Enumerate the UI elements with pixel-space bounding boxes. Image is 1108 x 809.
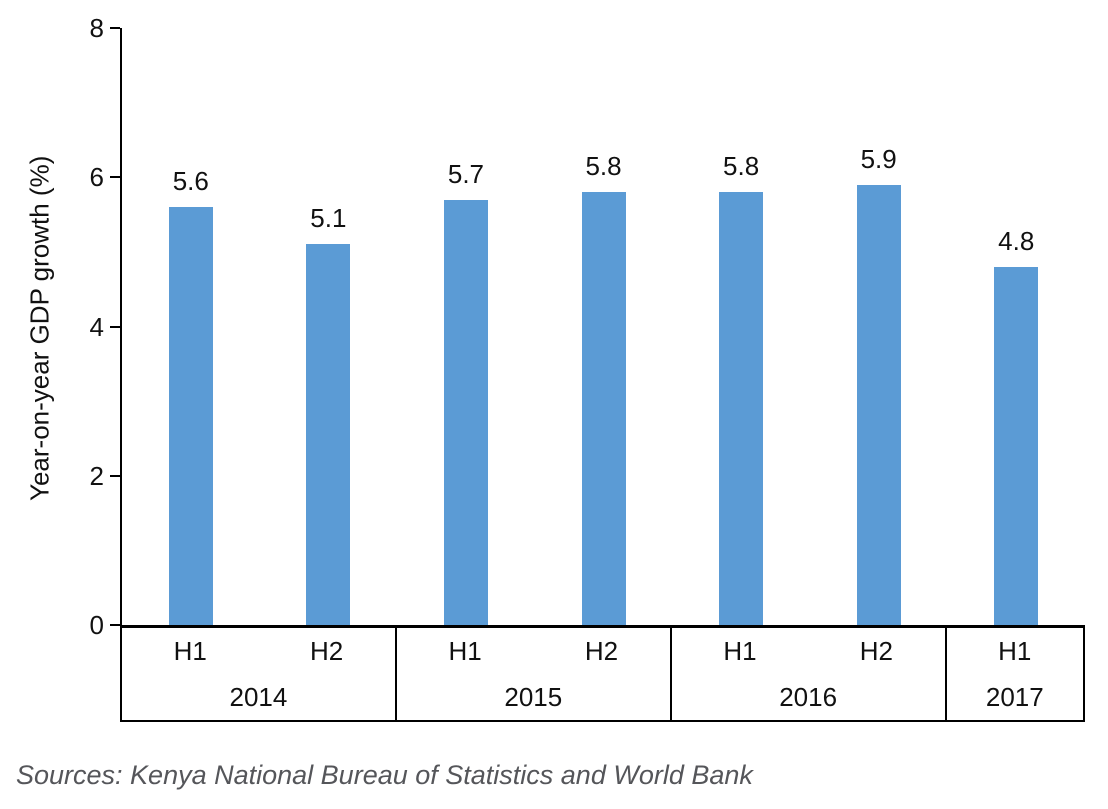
half-year-label: H2 — [584, 635, 619, 666]
bar — [994, 267, 1039, 625]
bar-value-label: 5.8 — [585, 151, 622, 181]
bar-slot: 5.9 — [810, 28, 948, 625]
bar-value-label: 5.9 — [860, 144, 897, 174]
bar — [719, 192, 764, 625]
y-tick-label: 6 — [89, 162, 104, 193]
bar-slot: 5.8 — [672, 28, 810, 625]
y-tick-label: 2 — [89, 460, 104, 491]
bar-value-label: 4.8 — [998, 226, 1035, 256]
half-year-label: H1 — [723, 635, 757, 666]
bar-slot: 5.6 — [122, 28, 260, 625]
year-group: H1 H2 2014 — [122, 628, 397, 720]
half-year-label: H2 — [310, 635, 344, 666]
half-year-label: H1 — [998, 635, 1032, 666]
half-year-label: H2 — [859, 635, 893, 666]
year-label: 2016 — [779, 681, 838, 712]
bar — [443, 200, 488, 625]
y-tick-mark — [110, 176, 120, 179]
y-tick-mark — [110, 624, 120, 626]
year-group: H1 H2 2015 — [397, 628, 672, 720]
x-axis-label-band: H1 H2 2014 H1 H2 2015 H1 H2 2016 H1 2017 — [120, 628, 1085, 722]
y-tick-label: 0 — [89, 610, 104, 640]
year-label: 2015 — [504, 681, 563, 712]
bar-slot: 5.1 — [260, 28, 398, 625]
y-tick-mark — [110, 27, 120, 29]
bar-slot: 4.8 — [947, 28, 1085, 625]
bar-slot: 5.8 — [535, 28, 673, 625]
year-label: 2014 — [229, 681, 288, 712]
y-tick-label: 8 — [89, 13, 104, 43]
half-year-label: H1 — [448, 635, 482, 666]
y-tick-mark — [110, 474, 120, 477]
half-year-label: H1 — [173, 635, 207, 666]
y-axis-title: Year-on-year GDP growth (%) — [24, 155, 55, 501]
bar — [168, 207, 213, 625]
y-tick-mark — [110, 325, 120, 328]
bar-value-label: 5.1 — [310, 203, 347, 233]
bar-value-label: 5.8 — [723, 151, 760, 181]
bar-value-label: 5.7 — [447, 159, 485, 189]
year-label: 2017 — [985, 681, 1044, 712]
plot-area: 5.6 5.1 5.7 5.8 5.8 5.9 4.8 — [120, 28, 1085, 628]
bar — [306, 244, 351, 625]
y-tick-label: 4 — [89, 311, 104, 342]
source-note: Sources: Kenya National Bureau of Statis… — [16, 760, 753, 790]
bar-value-label: 5.6 — [172, 166, 209, 196]
year-group: H1 H2 2016 — [672, 628, 947, 720]
bar — [581, 192, 626, 625]
year-group: H1 2017 — [947, 628, 1085, 720]
bar-slot: 5.7 — [397, 28, 535, 625]
bar — [856, 185, 901, 625]
